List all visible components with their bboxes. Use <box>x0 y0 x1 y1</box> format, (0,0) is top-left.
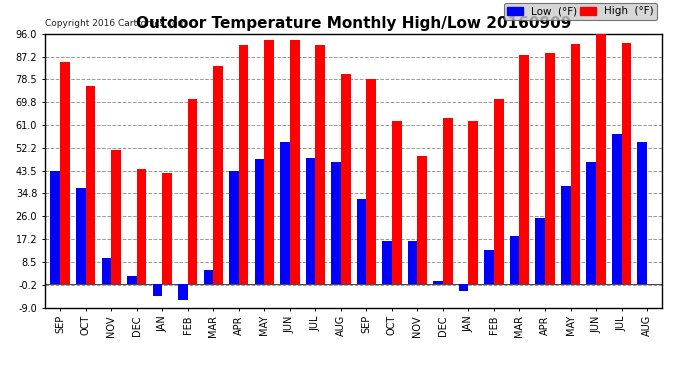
Bar <box>382 241 392 284</box>
Bar <box>315 45 325 284</box>
Bar <box>101 258 111 284</box>
Bar <box>280 142 290 284</box>
Bar <box>510 236 520 284</box>
Bar <box>638 142 647 284</box>
Bar <box>408 241 417 284</box>
Bar <box>417 156 427 284</box>
Bar <box>612 134 622 284</box>
Bar <box>520 55 529 284</box>
Bar <box>50 171 60 284</box>
Bar <box>357 199 366 284</box>
Bar <box>137 170 146 284</box>
Bar <box>484 250 494 284</box>
Bar <box>535 217 545 284</box>
Bar <box>204 270 213 284</box>
Bar <box>152 284 162 296</box>
Bar <box>433 281 443 284</box>
Bar <box>341 74 351 284</box>
Bar <box>255 159 264 284</box>
Bar <box>596 34 606 284</box>
Bar <box>229 171 239 284</box>
Bar <box>366 80 376 284</box>
Bar <box>545 53 555 284</box>
Bar <box>571 44 580 284</box>
Bar <box>392 121 402 284</box>
Bar <box>586 162 596 284</box>
Legend: Low  (°F), High  (°F): Low (°F), High (°F) <box>504 3 657 20</box>
Title: Outdoor Temperature Monthly High/Low 20160909: Outdoor Temperature Monthly High/Low 201… <box>136 16 571 31</box>
Bar <box>111 150 121 284</box>
Bar <box>76 188 86 284</box>
Bar <box>178 284 188 300</box>
Bar <box>306 158 315 284</box>
Bar <box>86 86 95 284</box>
Bar <box>443 118 453 284</box>
Text: Copyright 2016 Cartronics.com: Copyright 2016 Cartronics.com <box>45 19 186 28</box>
Bar <box>239 45 248 284</box>
Bar <box>188 99 197 284</box>
Bar <box>290 40 299 284</box>
Bar <box>561 186 571 284</box>
Bar <box>331 162 341 284</box>
Bar <box>469 121 478 284</box>
Bar <box>264 40 274 284</box>
Bar <box>494 99 504 284</box>
Bar <box>459 284 469 291</box>
Bar <box>127 276 137 284</box>
Bar <box>162 173 172 284</box>
Bar <box>622 43 631 284</box>
Bar <box>213 66 223 284</box>
Bar <box>60 62 70 284</box>
